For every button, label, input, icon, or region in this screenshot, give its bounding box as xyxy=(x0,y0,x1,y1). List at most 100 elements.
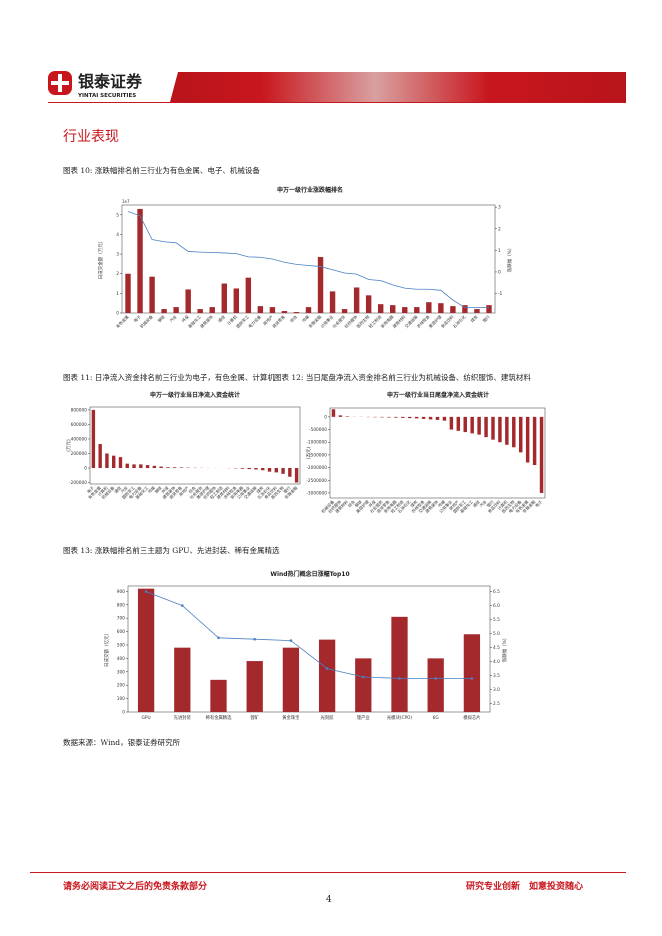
y-tick-label: 100 xyxy=(117,696,125,702)
x-tick-label: 综合 xyxy=(187,484,197,494)
bar xyxy=(137,208,143,313)
bar xyxy=(345,416,350,417)
bar xyxy=(145,465,150,469)
y2-tick-label: 0 xyxy=(498,269,501,275)
y2-tick-label: -1 xyxy=(498,291,503,297)
y-tick-label: -500000 xyxy=(309,427,327,433)
y-tick-label: -2000000 xyxy=(306,465,327,471)
footer-left: 请务必阅读正文之后的免责条款部分 xyxy=(63,882,208,892)
bar xyxy=(462,305,468,313)
y-tick-label: 1 xyxy=(116,291,119,297)
header-band xyxy=(170,72,626,102)
bar xyxy=(414,307,420,313)
plot-frame xyxy=(89,406,301,485)
footer-rule xyxy=(30,872,626,873)
bar xyxy=(209,307,215,313)
line-marker xyxy=(217,636,220,640)
line-marker xyxy=(181,604,184,607)
line-marker xyxy=(434,677,438,680)
bar xyxy=(518,416,523,453)
bar xyxy=(463,634,481,712)
bar xyxy=(98,444,102,469)
y2-tick-label: 3.0 xyxy=(493,687,500,693)
y-tick-label: 0 xyxy=(122,710,125,716)
x-tick-label: 煤炭 xyxy=(469,313,479,323)
bar xyxy=(274,468,278,473)
bar xyxy=(318,639,336,712)
bar xyxy=(233,288,240,313)
bar xyxy=(174,647,191,712)
x-tick-label: 银行 xyxy=(282,484,292,494)
bar xyxy=(390,305,396,313)
caption: 图表 12: 当日尾盘净流入资金排名前三行业为机械设备、纺织服饰、建筑材料 xyxy=(274,373,531,382)
bar xyxy=(491,416,495,440)
y2-tick-label: 5.0 xyxy=(493,631,500,637)
y-axis-label: 日成交金额（万元） xyxy=(97,239,104,280)
bar xyxy=(449,416,454,430)
x-tick-label: 黄金珠宝 xyxy=(282,714,300,721)
bar xyxy=(267,468,272,472)
plot-frame xyxy=(127,585,491,713)
bar xyxy=(394,416,398,418)
bar xyxy=(197,309,203,313)
y2-tick-label: 1 xyxy=(498,248,501,254)
y-tick-label: 900 xyxy=(117,589,125,595)
x-tick-label: 通信 xyxy=(216,313,226,323)
y-tick-label: -1000000 xyxy=(306,440,327,446)
x-tick-label: 电子 xyxy=(85,484,95,494)
header-rule xyxy=(48,102,626,103)
y-tick-label: 4 xyxy=(116,232,119,238)
x-tick-label: 煤炭 xyxy=(409,498,419,508)
bar xyxy=(380,416,384,418)
bar xyxy=(421,416,426,419)
bar xyxy=(254,468,258,470)
x-tick-label: 电子 xyxy=(132,313,142,323)
bar xyxy=(105,453,109,469)
y2-tick-label: 2 xyxy=(498,226,501,232)
y2-tick-label: 6.0 xyxy=(493,603,500,609)
bar xyxy=(125,273,131,313)
bar xyxy=(365,295,372,313)
bar xyxy=(435,416,440,420)
x-tick-label: 先进封装 xyxy=(174,714,192,721)
bar xyxy=(442,416,447,421)
bar xyxy=(185,289,191,313)
line-marker xyxy=(398,677,401,680)
bar xyxy=(401,416,405,418)
bar xyxy=(474,309,480,313)
x-tick-label: 传媒 xyxy=(436,498,446,508)
bar xyxy=(246,661,263,712)
bar xyxy=(329,291,336,313)
source-note: 数据来源：Wind，银泰证券研究所 xyxy=(63,738,181,747)
caption: 图表 13: 涨跌幅排名前三主题为 GPU、先进封装、稀有金属精选 xyxy=(63,546,280,555)
bar xyxy=(281,311,288,313)
brand-en: YINTAI SECURITIES xyxy=(77,93,136,99)
bar xyxy=(261,468,265,471)
bar xyxy=(331,409,336,417)
x-tick-label: 钢铁 xyxy=(353,498,363,508)
y-tick-label: -1500000 xyxy=(306,452,327,458)
bar xyxy=(505,416,509,445)
bar xyxy=(161,309,167,313)
y-tick-label: -3000000 xyxy=(306,490,327,496)
bar xyxy=(486,305,492,313)
x-tick-label: 汽车 xyxy=(168,313,178,323)
y-axis-label: 日成交额（亿元） xyxy=(103,631,110,667)
line-marker xyxy=(325,667,329,670)
y-axis-label: (万元) xyxy=(306,447,312,460)
x-tick-label: 6G xyxy=(433,715,439,721)
x-tick-label: 环保 xyxy=(367,498,377,508)
bar xyxy=(257,306,264,313)
bar xyxy=(269,307,276,313)
bar xyxy=(353,287,360,313)
y-tick-label: 2 xyxy=(116,271,119,277)
bar xyxy=(470,416,474,434)
y2-tick-label: 6.5 xyxy=(493,589,500,595)
bar xyxy=(427,658,444,712)
y-tick-label: 0 xyxy=(84,466,87,472)
x-tick-label: GPU xyxy=(142,715,151,721)
logo: 银泰证券 YINTAI SECURITIES xyxy=(48,71,143,99)
x-tick-label: 通信 xyxy=(471,498,481,508)
x-tick-label: 综合 xyxy=(288,313,298,323)
x-tick-label: 钢铁 xyxy=(156,313,166,323)
